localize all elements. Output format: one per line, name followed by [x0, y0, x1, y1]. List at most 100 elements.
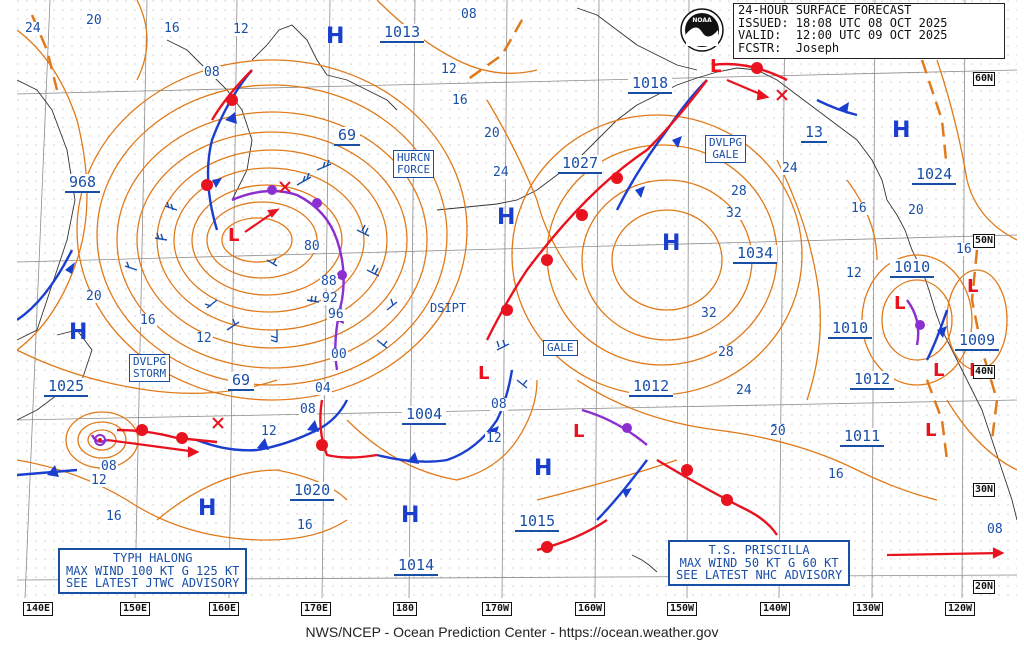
cold-front-pips — [47, 102, 947, 498]
forecaster: FCSTR: Joseph — [738, 40, 840, 55]
isobar-label: 12 — [232, 22, 250, 37]
isobar-label: 12 — [485, 431, 503, 446]
low-center: L — [967, 276, 979, 297]
occluded-fronts — [90, 189, 920, 446]
high-center: H — [534, 456, 553, 481]
pressure-value: 1024 — [912, 166, 957, 185]
isobar-label: 08 — [460, 7, 478, 22]
latitude-label: 30N — [973, 483, 996, 497]
warning-gale: GALE — [543, 340, 578, 357]
isobar-label: 08 — [299, 402, 317, 417]
low-center: L — [894, 293, 906, 314]
warning-developing-storm: DVLPG STORM — [129, 354, 171, 383]
isobar-label: 16 — [850, 201, 868, 216]
isobar-label: 20 — [907, 203, 925, 218]
longitude-label: 130W — [853, 602, 884, 616]
pressure-value: 1020 — [290, 482, 335, 501]
isobar-label: 04 — [314, 381, 332, 396]
warm-front-pips — [136, 62, 763, 553]
isobar-label: 08 — [203, 65, 221, 80]
isobar-label: 16 — [105, 509, 123, 524]
advisory-line: MAX WIND 100 KT G 125 KT — [66, 563, 240, 578]
pressure-value: 1011 — [840, 428, 885, 447]
graticule — [17, 0, 1017, 598]
motion-arrows — [106, 78, 1005, 559]
typhoon-halong-advisory: TYPH HALONG MAX WIND 100 KT G 125 KT SEE… — [58, 548, 248, 594]
isobar-label: 16 — [451, 93, 469, 108]
pressure-value: 968 — [65, 174, 101, 193]
pressure-value: 1018 — [628, 75, 673, 94]
isobar-label: 96 — [327, 307, 345, 322]
wind-barbs — [124, 159, 528, 389]
high-center: H — [892, 118, 911, 143]
isobar-label: 12 — [90, 473, 108, 488]
pressure-value: 1034 — [733, 245, 778, 264]
warning-hurricane-force: HURCN FORCE — [393, 150, 435, 179]
isobar-label: 88 — [320, 274, 338, 289]
footer-credit: NWS/NCEP - Ocean Prediction Center - htt… — [305, 624, 719, 640]
noaa-logo: NOAA — [680, 8, 724, 52]
valid-time: VALID: 12:00 UTC 09 OCT 2025 — [738, 28, 948, 42]
forecast-title-block: 24-HOUR SURFACE FORECAST ISSUED: 18:08 U… — [733, 3, 1005, 59]
warning-dissipating: DSIPT — [430, 301, 467, 315]
longitude-label: 170E — [301, 602, 332, 616]
product-title: 24-HOUR SURFACE FORECAST — [738, 3, 912, 17]
pressure-value: 1015 — [515, 513, 560, 532]
typhoon-symbol — [94, 434, 106, 446]
isobar-label: 16 — [296, 518, 314, 533]
pressure-value: 1012 — [850, 371, 895, 390]
longitude-label: 120W — [945, 602, 976, 616]
isobar-label: 16 — [163, 21, 181, 36]
isobar-label: 92 — [321, 291, 339, 306]
isobar-label: 20 — [85, 13, 103, 28]
pressure-value: 1012 — [629, 378, 674, 397]
latitude-label: 50N — [973, 234, 996, 248]
high-center: H — [326, 24, 345, 49]
isobar-label: 08 — [986, 522, 1004, 537]
longitude-label: 140E — [23, 602, 54, 616]
isobar-label: 24 — [492, 165, 510, 180]
high-center: H — [662, 231, 681, 256]
low-center: L — [925, 420, 937, 441]
isobar-label: 00 — [330, 347, 348, 362]
ts-priscilla-advisory: T.S. PRISCILLA MAX WIND 50 KT G 60 KT SE… — [668, 540, 851, 586]
pressure-value: 13 — [801, 124, 828, 143]
longitude-label: 160E — [209, 602, 240, 616]
isobar-label: 24 — [24, 21, 42, 36]
advisory-line: MAX WIND 50 KT G 60 KT — [679, 555, 839, 570]
isobar-label: 08 — [100, 459, 118, 474]
pressure-value: 1025 — [44, 378, 89, 397]
isobar-label: 20 — [483, 126, 501, 141]
longitude-label: 170W — [482, 602, 513, 616]
isobar-label: 12 — [440, 62, 458, 77]
pressure-value: 1004 — [402, 406, 447, 425]
advisory-line: SEE LATEST JTWC ADVISORY — [66, 576, 240, 591]
low-center: L — [228, 225, 240, 246]
isobar-label: 32 — [700, 306, 718, 321]
advisory-line: SEE LATEST NHC ADVISORY — [676, 568, 843, 583]
longitude-label: 150W — [667, 602, 698, 616]
isobar-label: 28 — [717, 345, 735, 360]
high-center: H — [401, 503, 420, 528]
isobar-label: 08 — [490, 397, 508, 412]
noaa-logo-text: NOAA — [692, 17, 712, 24]
isobar-label: 12 — [260, 424, 278, 439]
pressure-value: 1014 — [394, 557, 439, 576]
low-center: L — [478, 363, 490, 384]
isobar-label: 24 — [781, 161, 799, 176]
pressure-value: 69 — [228, 372, 255, 391]
isobar-label: 80 — [303, 239, 321, 254]
map-canvas — [17, 0, 1017, 598]
isobar-label: 16 — [139, 313, 157, 328]
low-center: L — [933, 360, 945, 381]
advisory-line: T.S. PRISCILLA — [708, 543, 810, 557]
warning-developing-gale: DVLPG GALE — [705, 135, 747, 164]
pressure-value: 1027 — [558, 155, 603, 174]
isobar-label: 24 — [735, 383, 753, 398]
chart-area: H H H H H H H H L L L L L L L L L 1013 6… — [17, 0, 1017, 598]
longitude-label: 150E — [120, 602, 151, 616]
pressure-value: 1009 — [955, 332, 1000, 351]
latitude-label: 60N — [973, 72, 996, 86]
isobar-label: 12 — [195, 331, 213, 346]
isobar-label: 12 — [845, 266, 863, 281]
